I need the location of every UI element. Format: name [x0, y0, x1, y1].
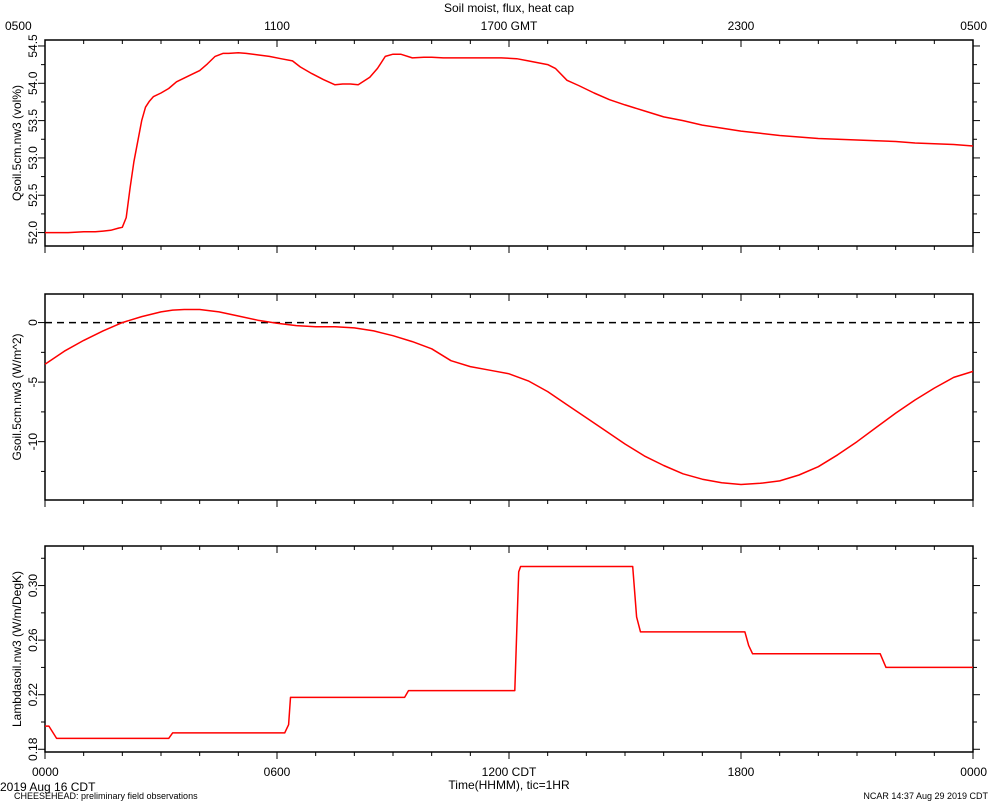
x-axis-label: Time(HHMM), tic=1HR [448, 778, 570, 792]
y-tick-label: 52.0 [26, 221, 40, 245]
series-line [45, 51, 974, 234]
series-line [45, 565, 973, 740]
panel-frame [44, 545, 974, 753]
y-tick-label: 54.5 [26, 34, 40, 58]
footer-credit: NCAR 14:37 Aug 29 2019 CDT [863, 791, 988, 801]
bottom-axis-tick-label: 0000 [960, 765, 987, 779]
top-axis-tick-label: 1100 [264, 19, 290, 33]
y-tick-label: 0.18 [26, 737, 40, 761]
y-tick-label: 0.30 [26, 574, 40, 598]
top-axis-tick-label: 0500 [5, 19, 32, 33]
series-line [44, 308, 974, 486]
bottom-axis-tick-label: 1200 CDT [482, 765, 537, 779]
y-tick-label: 0 [26, 319, 40, 326]
bottom-axis-labels: 0000 0600 1200 CDT 1800 0000 [32, 765, 987, 779]
bottom-axis-tick-label: 1800 [728, 765, 755, 779]
top-axis-tick-label: 2300 [728, 19, 755, 33]
top-axis-labels: 0500 1100 1700 GMT 2300 0500 [5, 19, 987, 33]
panel-frame [44, 39, 974, 247]
y-tick-label: -5 [26, 376, 40, 387]
y-tick-label: 52.5 [26, 183, 40, 207]
footer-date: 2019 Aug 16 CDT [0, 780, 96, 794]
top-axis-tick-label: 0500 [960, 19, 987, 33]
chart-title: Soil moist, flux, heat cap [444, 1, 574, 15]
y-axis-label: Qsoil.5cm.nw3 (vol%) [10, 85, 24, 201]
y-tick-label: 54.0 [26, 71, 40, 95]
y-tick-label: 53.0 [26, 146, 40, 170]
bottom-axis-tick-label: 0600 [264, 765, 291, 779]
y-tick-label: 53.5 [26, 109, 40, 133]
y-tick-label: 0.22 [26, 683, 40, 707]
panel-frame [44, 293, 974, 501]
top-axis-tick-label: 1700 GMT [481, 19, 538, 33]
y-tick-label: -10 [26, 433, 40, 451]
soil-moisture-panel: 52.0 52.5 53.0 53.5 54.0 54.5 Qsoil.5cm.nw3 (v… [10, 34, 980, 253]
y-tick-label: 0.26 [26, 628, 40, 652]
bottom-axis-tick-label: 0000 [32, 765, 59, 779]
y-axis-label: Lambdasoil.nw3 (W/m/DegK) [10, 571, 24, 727]
y-axis-label: Gsoil.5cm.nw3 (W/m^2) [10, 334, 24, 461]
footer-project: CHEESEHEAD: preliminary field observatio… [14, 791, 198, 801]
